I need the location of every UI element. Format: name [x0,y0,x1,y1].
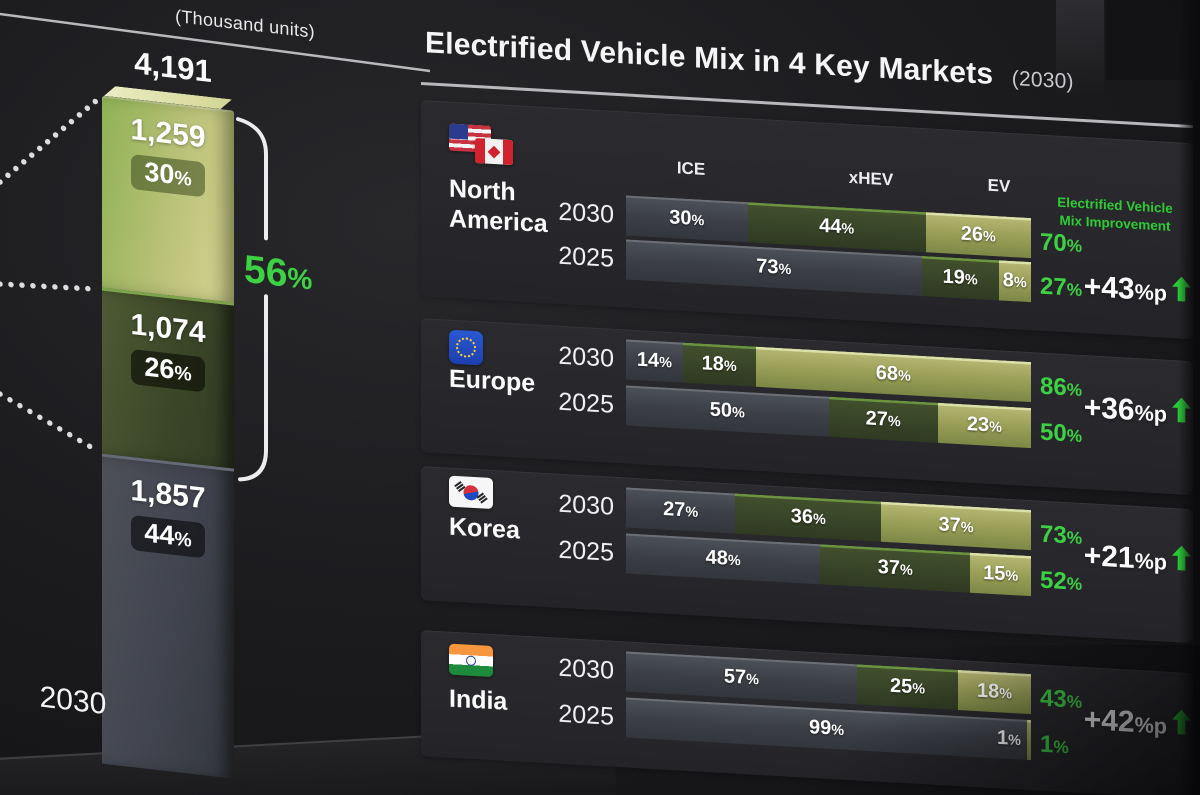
segment-label: 50% [709,398,745,422]
canada-flag-icon [475,138,513,166]
row-year-label: 2025 [558,387,614,419]
bar-segment-xhev: 27% [828,396,938,443]
segment-label: 27% [865,407,901,431]
improvement-value: +21%p [1083,539,1167,575]
bar-segment-ev: 8% [998,260,1031,303]
ev-volume-value: 1,259 [130,112,206,155]
panel-title-year-suffix: (2030) [1011,67,1074,94]
segment-label: 73% [756,255,792,279]
panel-title-text: Electrified Vehicle Mix in 4 Key Markets [425,26,994,91]
taegeuk-icon [461,483,481,502]
segment-label: 36% [790,505,826,529]
bar-segment-xhev: 44% [747,202,926,253]
bar-segment-ice: 48% [626,533,821,585]
screen-glare [1056,0,1104,115]
panel-title: Electrified Vehicle Mix in 4 Key Markets… [425,26,1074,96]
bar-segment-ice: 1,857 44% [102,453,234,779]
bottom-right-shadow [770,645,1200,795]
bar-segment-xhev: 19% [921,255,999,301]
segment-label: 30% [669,206,705,230]
row-year-label: 2030 [558,653,614,685]
improvement-value-block: +43%p [1071,266,1191,313]
stacked-bar-2030: 1,259 30% 1,074 26% 1,857 44% [102,95,234,779]
xhev-volume-value: 1,074 [130,307,206,350]
column-header-ev: EV [987,175,1011,196]
row-year-label: 2030 [558,341,614,373]
segment-label: 23% [966,413,1002,437]
xhev-share-badge: 26% [131,348,205,393]
segment-label: 48% [705,546,741,570]
bar-segment-ice: 50% [626,385,829,437]
market-name: North America [449,174,548,239]
dotted-connector-lines [0,96,101,454]
ice-volume-value: 1,857 [130,473,206,516]
bar-segment-ice: 14% [626,339,683,383]
chart-decoration-lines [0,12,430,482]
bar-segment-ev: 26% [925,212,1031,259]
korea-flags [449,475,523,511]
segment-label: 27% [663,498,699,522]
column-header-xhev: xHEV [848,167,894,190]
bar-segment-ice: 30% [626,195,748,243]
market-name: Europe [449,364,536,398]
row-year-label: 2025 [558,535,614,567]
electrified-total-pct: 70% [1040,228,1083,258]
axis-top-line [0,12,430,73]
row-year-label: 2030 [558,197,614,229]
market-section-korea: Korea 2030 27% 36% 37% 73% 2025 48 [421,466,1193,644]
segment-label: 44% [819,214,855,238]
segment-label: 14% [636,348,672,372]
ice-share-badge: 44% [131,514,205,559]
bar-segment-ice: 27% [626,487,736,534]
electrified-share-bracket [236,117,268,482]
segment-label: 8% [1002,269,1027,292]
north-america-flags [449,123,523,168]
segment-label: 68% [875,361,911,386]
improvement-value-block: +21%p [1071,535,1191,582]
india-flags [449,643,523,679]
korea-flag-icon [449,475,493,510]
segment-label: 57% [723,665,759,689]
segment-label: 15% [983,561,1019,586]
row-year-label: 2025 [558,241,614,273]
row-year-label: 2030 [558,489,614,521]
improvement-value: +43%p [1083,270,1167,306]
improvement-value-block: +36%p [1071,387,1191,434]
bar-segment-ev: 1,259 30% [102,95,234,303]
bar-segment-xhev: 18% [682,342,756,387]
improvement-value: +36%p [1083,391,1167,427]
bar-segment-ev: 37% [881,501,1031,551]
bar-segment-ev: 15% [970,552,1031,597]
market-section-north-america: North America ICE xHEV EV Electrified Ve… [421,100,1193,340]
india-flag-icon [449,643,493,678]
bar-segment-xhev: 36% [735,493,882,542]
europe-flags [449,329,523,368]
column-header-ice: ICE [676,158,706,179]
segment-label: 18% [701,352,737,376]
screen-bezel-edge [1178,0,1200,795]
market-name: Korea [449,512,520,545]
segment-label: 26% [960,222,996,246]
market-name: India [449,684,508,716]
bar-segment-xhev: 37% [820,544,971,593]
bar-segment-ev: 23% [937,402,1031,449]
segment-label: 19% [942,265,978,289]
ev-share-badge: 30% [131,153,205,198]
eu-flag-icon [449,329,483,366]
bar-segment-xhev: 1,074 26% [102,287,234,469]
segment-label: 37% [877,556,913,580]
row-year-label: 2025 [558,699,614,731]
volume-stacked-bar-chart: (Thousand units) 4,191 1,259 30% 1,074 2… [0,0,430,795]
segment-label: 37% [938,513,974,537]
market-section-europe: Europe 2030 14% 18% 68% 86% 2025 5 [421,318,1193,496]
bar-segment-ev: 68% [755,346,1031,403]
maple-leaf-icon [487,145,501,158]
